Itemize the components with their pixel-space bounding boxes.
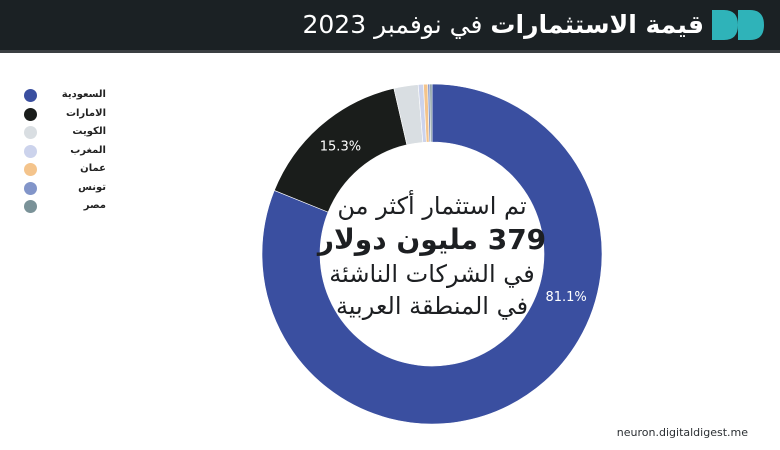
center-caption: تم استثمار أكثر من 379 مليون دولار في ال… xyxy=(262,190,602,322)
legend-swatch xyxy=(24,126,37,139)
chart-legend: السعودية الامارات الكويت المغرب عمان تونس مصر xyxy=(24,86,144,216)
legend-label: الامارات xyxy=(65,107,106,119)
legend-label: السعودية xyxy=(61,89,106,100)
legend-item: الامارات xyxy=(24,105,144,123)
legend-swatch xyxy=(24,107,37,121)
donut-slice xyxy=(261,83,603,425)
legend-label: مصر xyxy=(83,200,106,211)
title-bold: قيمة الاستثمارات xyxy=(490,10,704,39)
legend-swatch xyxy=(24,89,37,102)
slice-data-label: 81.1% xyxy=(545,290,586,305)
header-bar: قيمة الاستثمارات في نوفمبر 2023 xyxy=(0,0,780,50)
legend-swatch xyxy=(24,181,37,195)
title-rest: في نوفمبر 2023 xyxy=(302,10,483,39)
legend-swatch xyxy=(24,144,37,158)
logo-left-shape xyxy=(712,10,738,40)
legend-item: عمان xyxy=(24,160,144,178)
slice-data-label: 15.3% xyxy=(320,139,361,154)
legend-item: المغرب xyxy=(24,142,144,160)
header-divider xyxy=(0,50,780,53)
legend-label: المغرب xyxy=(70,144,106,156)
legend-label: عمان xyxy=(80,163,106,174)
double-play-logo-icon xyxy=(712,10,764,40)
center-line-3: في الشركات الناشئة xyxy=(329,260,535,288)
legend-label: تونس xyxy=(78,181,106,193)
legend-item: مصر xyxy=(24,197,144,215)
donut-slice xyxy=(429,83,433,143)
source-credit: neuron.digitaldigest.me xyxy=(616,426,748,439)
center-line-2: 379 مليون دولار xyxy=(317,223,547,256)
legend-item: تونس xyxy=(24,179,144,197)
legend-item: الكويت xyxy=(24,123,144,141)
center-line-1: تم استثمار أكثر من xyxy=(337,192,527,220)
legend-item: السعودية xyxy=(24,86,144,104)
center-line-4: في المنطقة العربية xyxy=(335,292,529,320)
legend-swatch xyxy=(24,163,37,176)
legend-label: الكويت xyxy=(72,126,106,137)
logo-right-shape xyxy=(738,10,764,40)
legend-swatch xyxy=(24,200,37,213)
page-title: قيمة الاستثمارات في نوفمبر 2023 xyxy=(303,6,705,44)
